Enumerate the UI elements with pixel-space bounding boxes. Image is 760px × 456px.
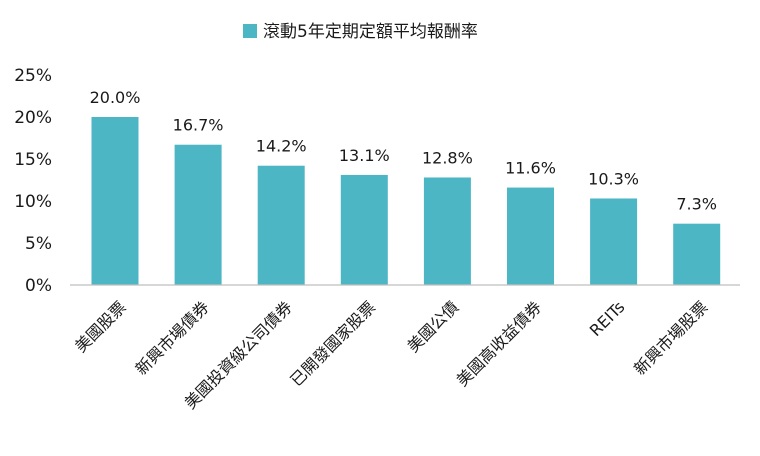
category-label: 美國股票 xyxy=(71,297,130,356)
y-tick-label: 10% xyxy=(14,192,52,212)
category-label: 已開發國家股票 xyxy=(286,297,379,390)
bar xyxy=(257,165,305,285)
data-label: 11.6% xyxy=(505,159,556,178)
data-label: 7.3% xyxy=(676,195,717,214)
data-label: 12.8% xyxy=(422,148,473,167)
bar xyxy=(174,144,222,285)
y-tick-label: 5% xyxy=(25,234,52,254)
data-label: 10.3% xyxy=(588,169,639,188)
bar xyxy=(673,223,721,285)
chart-legend: 滾動5年定期定額平均報酬率 xyxy=(243,22,478,42)
y-tick-label: 0% xyxy=(25,276,52,296)
data-label: 20.0% xyxy=(90,88,141,107)
y-axis-ticks: 0% 5% 10% 15% 20% 25% xyxy=(14,66,52,296)
category-label: 美國公債 xyxy=(404,297,463,356)
legend-swatch xyxy=(243,24,257,38)
y-tick-label: 25% xyxy=(14,66,52,86)
y-tick-label: 20% xyxy=(14,108,52,128)
data-label: 13.1% xyxy=(339,146,390,165)
legend-label: 滾動5年定期定額平均報酬率 xyxy=(263,22,478,42)
data-label: 14.2% xyxy=(256,137,307,156)
category-label: 新興市場股票 xyxy=(630,297,711,378)
category-label: REITs xyxy=(586,297,629,340)
y-tick-label: 15% xyxy=(14,150,52,170)
data-labels: 20.0% 16.7% 14.2% 13.1% 12.8% 11.6% 10.3% 7.3% xyxy=(90,88,717,214)
bar xyxy=(340,174,388,285)
bar xyxy=(590,198,638,285)
bars xyxy=(91,117,721,285)
data-label: 16.7% xyxy=(173,116,224,135)
bar xyxy=(507,187,554,285)
bar xyxy=(423,177,471,285)
category-label: 新興市場債券 xyxy=(132,297,213,378)
bar xyxy=(91,117,139,285)
category-label: 美國高收益債券 xyxy=(453,297,546,390)
